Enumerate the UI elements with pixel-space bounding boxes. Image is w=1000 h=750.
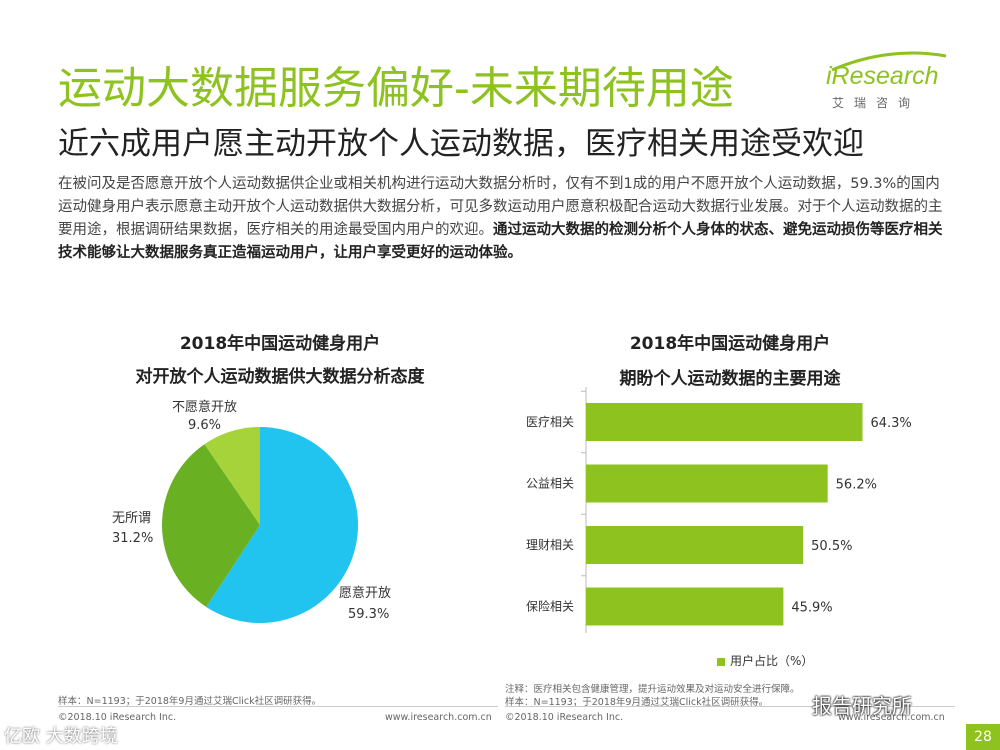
bar-0 xyxy=(586,403,863,441)
footer-sample-right: 样本：N=1193；于2018年9月通过艾瑞Click社区调研获得。 xyxy=(505,697,769,708)
description-paragraph: 在被问及是否愿意开放个人运动数据供企业或相关机构进行运动大数据分析时，仅有不到1… xyxy=(58,173,948,265)
pie-slice-willing xyxy=(206,427,358,623)
bar-value-label: 64.3% xyxy=(870,416,911,431)
bar-value-label: 45.9% xyxy=(791,601,832,616)
page-subtitle: 近六成用户愿主动开放个人运动数据，医疗相关用途受欢迎 xyxy=(58,126,864,162)
bar-chart-subtitle: 期盼个人运动数据的主要用途 xyxy=(619,369,841,389)
footer-divider-right xyxy=(505,706,955,707)
footer-copyright-left: ©2018.10 iResearch Inc. xyxy=(58,712,177,723)
legend-swatch xyxy=(717,657,725,666)
bar-legend: 用户占比（%） xyxy=(717,652,813,669)
logo-swoosh-icon xyxy=(831,51,947,72)
bar-category-label: 医疗相关 xyxy=(526,415,574,429)
bar-category-label: 公益相关 xyxy=(526,477,574,491)
bar-chart: 医疗相关 64.3% 公益相关 56.2% 理财相关 50.5% 保险相关 45.9% xyxy=(526,387,912,633)
pie-label-willing: 愿意开放 xyxy=(339,586,392,601)
page-number: 28 xyxy=(966,724,1000,750)
footer-divider-left xyxy=(58,706,498,707)
bar-1 xyxy=(586,464,828,503)
logo-cn-text: 艾瑞咨询 xyxy=(832,96,921,110)
iresearch-logo: iResearch 艾瑞咨询 xyxy=(826,51,956,116)
pie-chart-title: 2018年中国运动健身用户 xyxy=(179,334,381,354)
pie-slice-indifferent xyxy=(162,444,260,607)
bar-category-label: 保险相关 xyxy=(526,599,574,614)
watermark-right: 报告研究所 xyxy=(812,694,912,718)
footer-sample-left: 样本：N=1193；于2018年9月通过艾瑞Click社区调研获得。 xyxy=(58,696,322,707)
legend-label: 用户占比（%） xyxy=(730,654,814,668)
pie-value-unwilling: 9.6% xyxy=(188,418,222,433)
pie-slice-unwilling xyxy=(204,427,260,525)
bar-value-label: 56.2% xyxy=(836,478,877,493)
footer-copyright-right: ©2018.10 iResearch Inc. xyxy=(505,712,624,723)
footer-note-right: 注释：医疗相关包含健康管理，提升运动效果及对运动安全进行保障。 xyxy=(505,684,800,695)
bar-chart-title: 2018年中国运动健身用户 xyxy=(629,334,831,354)
bar-3 xyxy=(586,587,784,626)
pie-chart xyxy=(162,427,358,623)
description-bold: 通过运动大数据的检测分析个人身体的状态、避免运动损伤等医疗相关技术能够让大数据服… xyxy=(58,222,943,261)
footer-url-left: www.iresearch.com.cn xyxy=(385,712,492,723)
footer-url-right: www.iresearch.com.cn xyxy=(838,712,945,723)
pie-label-unwilling: 不愿意开放 xyxy=(172,400,238,415)
page-title: 运动大数据服务偏好-未来期待用途 xyxy=(58,63,734,114)
bar-value-label: 50.5% xyxy=(811,539,852,554)
pie-chart-subtitle: 对开放个人运动数据供大数据分析态度 xyxy=(135,367,425,387)
pie-value-indifferent: 31.2% xyxy=(112,531,154,546)
watermark-left: 亿欧 大数跨境 xyxy=(4,726,118,747)
bar-category-label: 理财相关 xyxy=(526,538,574,552)
bar-2 xyxy=(586,526,804,564)
logo-text: iResearch xyxy=(826,62,939,90)
pie-value-willing: 59.3% xyxy=(348,607,390,622)
pie-label-indifferent: 无所谓 xyxy=(112,511,152,526)
description-normal: 在被问及是否愿意开放个人运动数据供企业或相关机构进行运动大数据分析时，仅有不到1… xyxy=(58,176,943,238)
